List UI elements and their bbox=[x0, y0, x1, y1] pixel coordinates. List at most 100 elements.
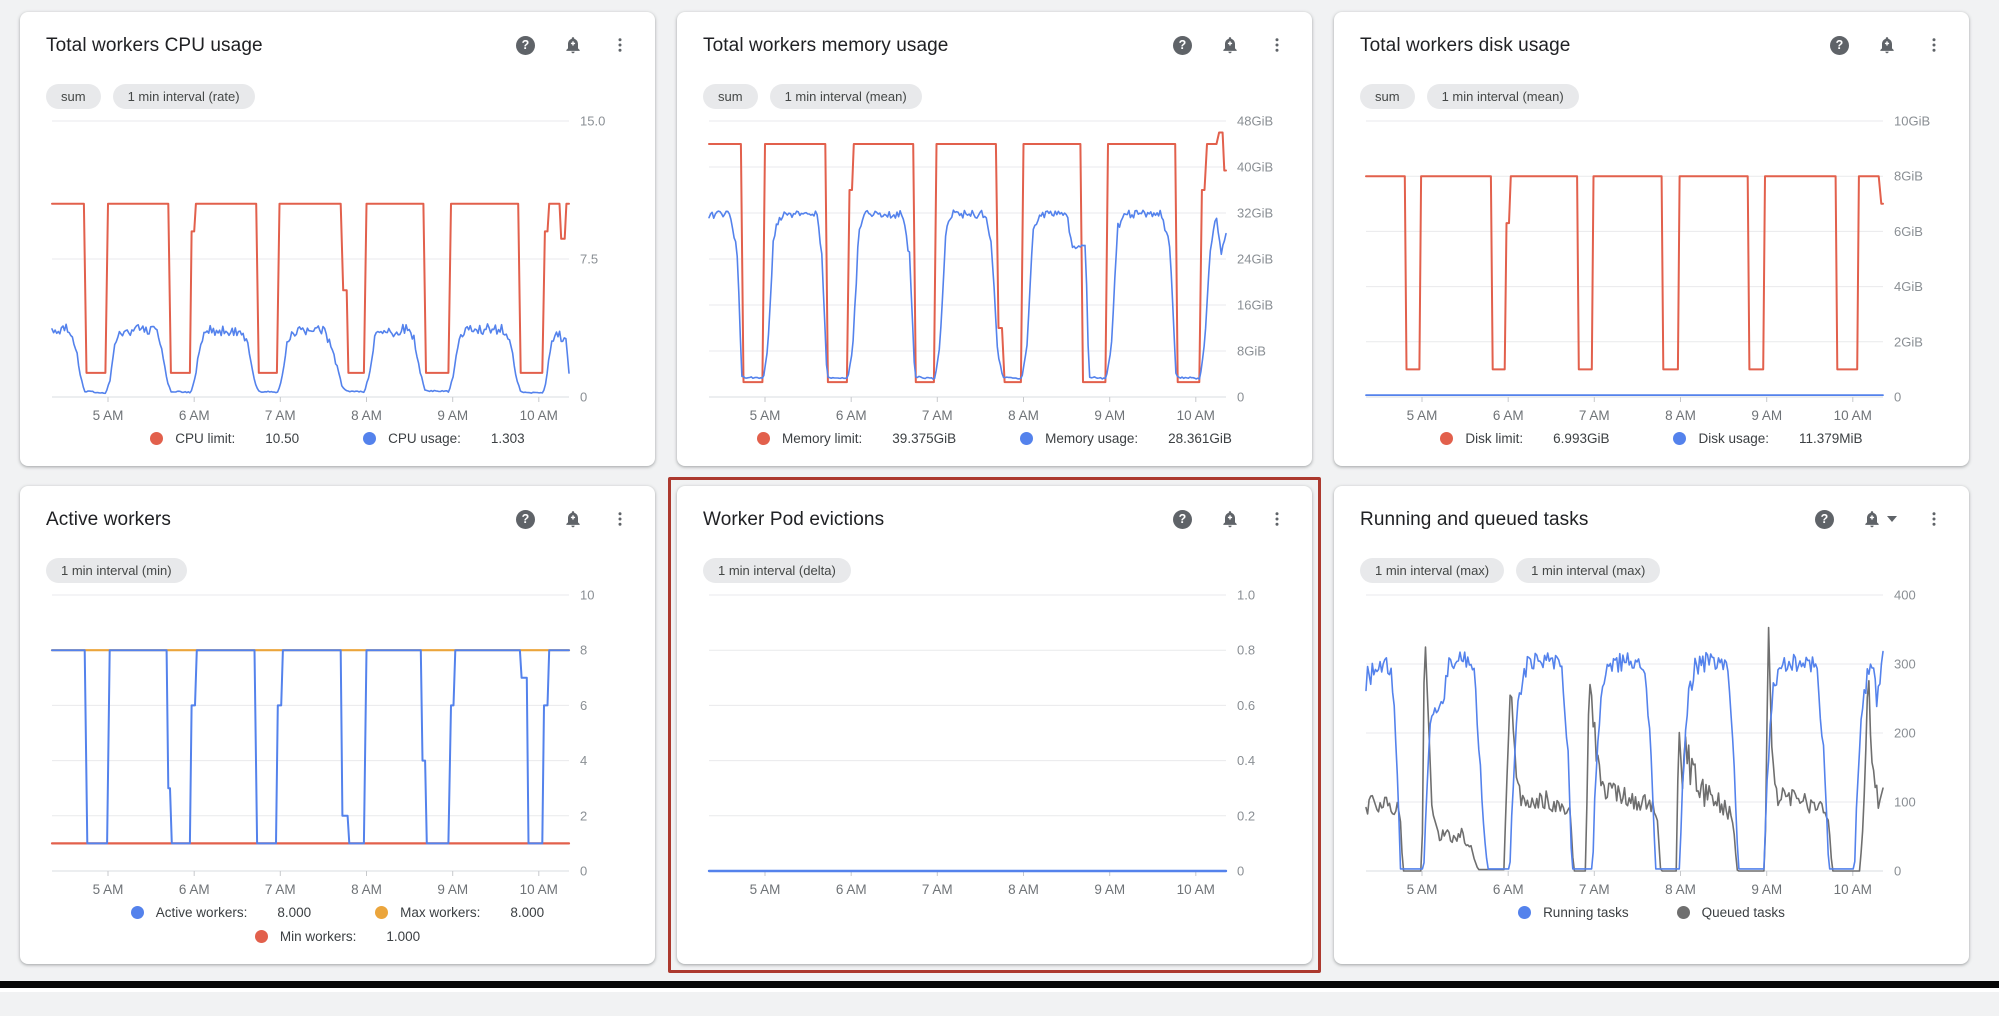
more-vert-icon[interactable] bbox=[611, 36, 629, 54]
svg-text:10 AM: 10 AM bbox=[520, 408, 558, 423]
legend-running-tasks: Running tasks bbox=[1518, 905, 1629, 920]
memory-usage-chart[interactable]: 0 8GiB 16GiB 24GiB 32GiB 40GiB 48GiB 5 AM 6 AM 7 … bbox=[703, 111, 1286, 427]
svg-text:4: 4 bbox=[580, 753, 587, 768]
dropdown-arrow-icon bbox=[1887, 516, 1897, 522]
svg-text:10 AM: 10 AM bbox=[1177, 882, 1215, 897]
help-icon[interactable]: ? bbox=[516, 35, 535, 55]
svg-text:6 AM: 6 AM bbox=[179, 882, 210, 897]
svg-text:4GiB: 4GiB bbox=[1894, 279, 1923, 294]
add-alert-bell-icon[interactable] bbox=[1220, 35, 1240, 55]
help-icon[interactable]: ? bbox=[1830, 35, 1849, 55]
svg-text:5 AM: 5 AM bbox=[750, 882, 781, 897]
card-title: Total workers disk usage bbox=[1360, 35, 1571, 56]
help-icon[interactable]: ? bbox=[516, 509, 535, 529]
more-vert-icon[interactable] bbox=[1925, 510, 1943, 528]
card-title: Running and queued tasks bbox=[1360, 509, 1589, 530]
cpu-usage-chart[interactable]: 0 7.5 15.0 5 AM 6 AM 7 AM 8 AM 9 AM 10 AM bbox=[46, 111, 629, 427]
legend-disk-limit: Disk limit: 6.993GiB bbox=[1440, 431, 1609, 446]
disk-usage-chart[interactable]: 0 2GiB 4GiB 6GiB 8GiB 10GiB 5 AM 6 AM 7 AM 8 AM 9 … bbox=[1360, 111, 1943, 427]
svg-text:2: 2 bbox=[580, 808, 587, 823]
dashboard-grid: Total workers CPU usage ? sum 1 min inte… bbox=[20, 12, 1969, 973]
aggregation-chip: sum bbox=[46, 84, 101, 109]
more-vert-icon[interactable] bbox=[1268, 510, 1286, 528]
svg-text:8: 8 bbox=[580, 643, 587, 658]
svg-text:8 AM: 8 AM bbox=[351, 408, 382, 423]
legend-active-workers: Active workers: 8.000 bbox=[130, 905, 311, 920]
svg-text:10 AM: 10 AM bbox=[520, 882, 558, 897]
screenshot-bottom-edge bbox=[0, 981, 1999, 988]
svg-text:2GiB: 2GiB bbox=[1894, 334, 1923, 349]
svg-text:9 AM: 9 AM bbox=[437, 408, 468, 423]
svg-text:0: 0 bbox=[580, 864, 587, 879]
svg-text:8 AM: 8 AM bbox=[1008, 882, 1039, 897]
more-vert-icon[interactable] bbox=[611, 510, 629, 528]
svg-text:6GiB: 6GiB bbox=[1894, 224, 1923, 239]
add-alert-bell-icon[interactable] bbox=[1220, 509, 1240, 529]
svg-text:7 AM: 7 AM bbox=[922, 882, 953, 897]
interval-chip: 1 min interval (max) bbox=[1516, 558, 1661, 583]
svg-text:8GiB: 8GiB bbox=[1894, 169, 1923, 184]
svg-text:6 AM: 6 AM bbox=[836, 882, 867, 897]
running-queued-tasks-chart[interactable]: 0 100 200 300 400 5 AM 6 AM 7 AM 8 AM 9 AM 10 AM bbox=[1360, 585, 1943, 901]
svg-text:6 AM: 6 AM bbox=[836, 408, 867, 423]
svg-text:5 AM: 5 AM bbox=[1407, 882, 1438, 897]
legend-dot bbox=[363, 432, 377, 445]
svg-text:0: 0 bbox=[580, 390, 587, 405]
svg-text:7 AM: 7 AM bbox=[1579, 408, 1610, 423]
screenshot-bottom-margin bbox=[0, 988, 1999, 992]
svg-text:0: 0 bbox=[1894, 864, 1901, 879]
add-alert-bell-icon[interactable] bbox=[563, 35, 583, 55]
svg-text:10 AM: 10 AM bbox=[1177, 408, 1215, 423]
card-title: Total workers CPU usage bbox=[46, 35, 263, 56]
svg-text:0.8: 0.8 bbox=[1237, 643, 1255, 658]
help-icon[interactable]: ? bbox=[1815, 509, 1834, 529]
svg-text:10 AM: 10 AM bbox=[1834, 882, 1872, 897]
legend-disk-usage: Disk usage: 11.379MiB bbox=[1673, 431, 1863, 446]
legend-dot bbox=[130, 906, 144, 919]
active-workers-chart[interactable]: 0 2 4 6 8 10 5 AM 6 AM 7 AM 8 AM 9 AM 10 AM bbox=[46, 585, 629, 901]
legend-dot bbox=[1673, 432, 1687, 445]
svg-text:0.6: 0.6 bbox=[1237, 698, 1255, 713]
svg-text:5 AM: 5 AM bbox=[93, 408, 124, 423]
card-title: Worker Pod evictions bbox=[703, 509, 885, 530]
legend-memory-limit: Memory limit: 39.375GiB bbox=[757, 431, 956, 446]
svg-text:10: 10 bbox=[580, 588, 594, 603]
interval-chip: 1 min interval (max) bbox=[1360, 558, 1505, 583]
svg-text:48GiB: 48GiB bbox=[1237, 114, 1273, 129]
aggregation-chip: sum bbox=[703, 84, 758, 109]
svg-text:32GiB: 32GiB bbox=[1237, 206, 1273, 221]
svg-text:6 AM: 6 AM bbox=[1493, 882, 1524, 897]
aggregation-chip: sum bbox=[1360, 84, 1415, 109]
svg-text:7 AM: 7 AM bbox=[265, 408, 296, 423]
interval-chip: 1 min interval (mean) bbox=[769, 84, 922, 109]
interval-chip: 1 min interval (min) bbox=[46, 558, 187, 583]
add-alert-bell-icon[interactable] bbox=[1877, 35, 1897, 55]
svg-text:7 AM: 7 AM bbox=[922, 408, 953, 423]
svg-text:15.0: 15.0 bbox=[580, 114, 605, 129]
svg-text:9 AM: 9 AM bbox=[1094, 882, 1125, 897]
pod-evictions-chart[interactable]: 0 0.2 0.4 0.6 0.8 1.0 5 AM 6 AM 7 AM 8 AM 9 AM 10 A… bbox=[703, 585, 1286, 901]
svg-text:5 AM: 5 AM bbox=[93, 882, 124, 897]
add-alert-bell-icon[interactable] bbox=[563, 509, 583, 529]
more-vert-icon[interactable] bbox=[1925, 36, 1943, 54]
svg-text:9 AM: 9 AM bbox=[1094, 408, 1125, 423]
legend-cpu-usage: CPU usage: 1.303 bbox=[363, 431, 525, 446]
svg-text:0: 0 bbox=[1237, 864, 1244, 879]
svg-text:5 AM: 5 AM bbox=[750, 408, 781, 423]
svg-text:8 AM: 8 AM bbox=[1008, 408, 1039, 423]
card-active-workers: Active workers ? 1 min interval (min) 0 2… bbox=[20, 486, 655, 964]
help-icon[interactable]: ? bbox=[1173, 35, 1192, 55]
svg-text:40GiB: 40GiB bbox=[1237, 160, 1273, 175]
svg-text:6: 6 bbox=[580, 698, 587, 713]
legend-dot bbox=[254, 930, 268, 943]
svg-text:100: 100 bbox=[1894, 795, 1916, 810]
more-vert-icon[interactable] bbox=[1268, 36, 1286, 54]
svg-text:8 AM: 8 AM bbox=[351, 882, 382, 897]
add-alert-bell-dropdown-icon[interactable] bbox=[1862, 509, 1897, 529]
legend-queued-tasks: Queued tasks bbox=[1676, 905, 1785, 920]
help-icon[interactable]: ? bbox=[1173, 509, 1192, 529]
svg-text:24GiB: 24GiB bbox=[1237, 252, 1273, 267]
svg-text:0: 0 bbox=[1237, 390, 1244, 405]
svg-text:8 AM: 8 AM bbox=[1665, 882, 1696, 897]
svg-text:9 AM: 9 AM bbox=[437, 882, 468, 897]
